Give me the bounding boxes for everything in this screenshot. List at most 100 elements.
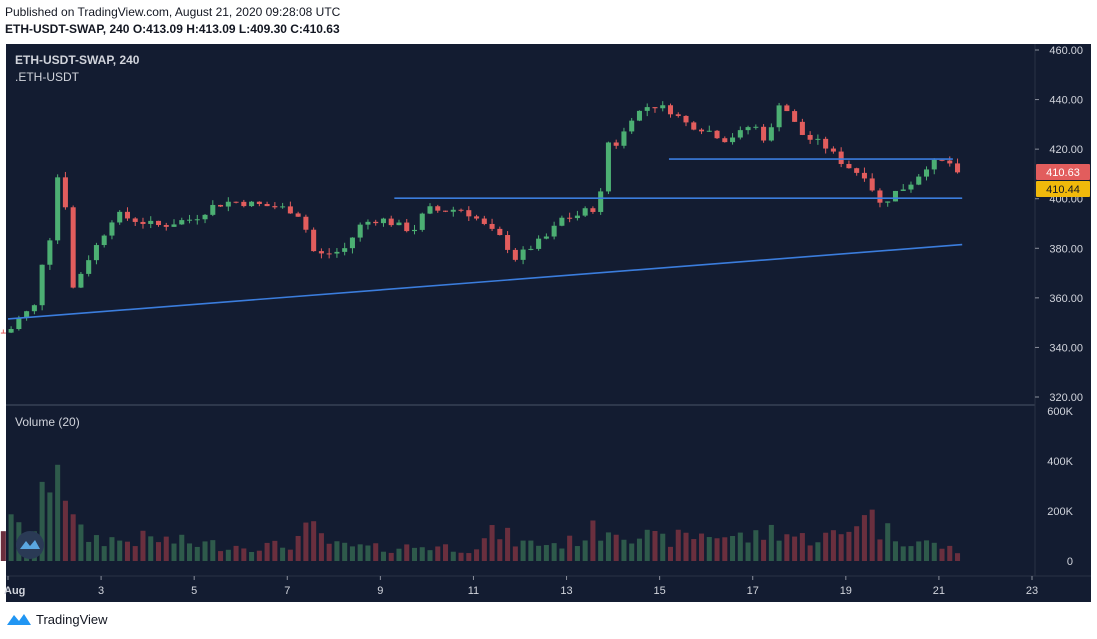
volume-bar: [249, 551, 255, 561]
candle: [598, 188, 604, 215]
volume-bar: [536, 545, 542, 561]
candle: [466, 206, 472, 221]
candle: [249, 200, 255, 207]
volume-bar: [435, 546, 441, 561]
candle: [404, 218, 410, 233]
volume-bar: [939, 548, 945, 561]
volume-bar: [776, 540, 782, 561]
volume-bar: [349, 546, 355, 561]
ohlc-values: O:413.09 H:413.09 L:409.30 C:410.63: [132, 22, 340, 36]
candle: [582, 206, 588, 217]
volume-bar: [187, 543, 193, 561]
volume-bar: [318, 533, 324, 561]
volume-bar: [450, 551, 456, 561]
candle: [590, 206, 596, 214]
candle: [210, 200, 216, 217]
time-axis-background: [6, 576, 1091, 602]
price-tick-label: 420.00: [1049, 144, 1083, 156]
tradingview-watermark-icon: [16, 531, 44, 559]
volume-bar: [171, 543, 177, 561]
volume-bar: [590, 520, 596, 561]
candle: [39, 264, 45, 311]
trendlines[interactable]: [7, 158, 963, 320]
candle: [187, 214, 193, 224]
volume-bar: [830, 530, 836, 561]
volume-bar: [194, 546, 200, 561]
volume-bar: [124, 541, 130, 561]
candle: [47, 237, 53, 270]
candle: [885, 201, 891, 207]
candle: [667, 103, 674, 118]
time-axis[interactable]: Aug 3 5 7 9 11 13 15 17 19 21 23: [4, 576, 1038, 597]
candle: [792, 109, 798, 123]
volume-bar: [117, 540, 123, 561]
trendline[interactable]: [7, 243, 963, 320]
volume-bar: [86, 541, 92, 561]
volume-bar: [241, 548, 247, 561]
volume-bar: [675, 529, 681, 561]
volume-bar: [528, 540, 534, 561]
candle: [443, 210, 449, 213]
volume-bar: [256, 550, 262, 561]
volume-bar: [861, 515, 867, 561]
legend-source: .ETH-USDT: [15, 70, 80, 84]
candle: [947, 156, 953, 167]
candle: [70, 205, 76, 289]
tradingview-logo-icon: [7, 614, 31, 625]
candle: [497, 226, 503, 236]
volume-bar: [225, 549, 231, 561]
candle: [489, 218, 495, 231]
candle: [706, 125, 712, 132]
candle: [8, 326, 14, 334]
candle: [559, 215, 565, 227]
footer-brand[interactable]: TradingView: [6, 611, 108, 627]
time-tick-label: 13: [560, 585, 572, 597]
volume-bar: [380, 551, 386, 561]
volume-bar: [55, 464, 61, 561]
candle: [272, 202, 278, 210]
candle: [109, 220, 115, 240]
volume-bar: [667, 546, 674, 561]
volume-bar: [955, 553, 961, 561]
volume-bar: [567, 535, 573, 561]
volume-bar: [427, 550, 433, 561]
candle: [861, 167, 867, 182]
volume-bar: [411, 547, 418, 561]
candle: [140, 217, 146, 229]
candle: [551, 221, 557, 240]
candle: [931, 158, 937, 175]
candle: [155, 220, 162, 227]
volume-bar: [365, 545, 371, 561]
candle: [644, 103, 650, 117]
volume-tick-label: 200K: [1047, 506, 1073, 518]
volume-bar: [838, 534, 844, 561]
candle: [163, 222, 169, 231]
price-tick-label: 380.00: [1049, 243, 1083, 255]
candle: [505, 231, 511, 254]
volume-bar: [210, 540, 216, 561]
volume-bar: [605, 532, 611, 561]
candle: [543, 233, 549, 240]
volume-bar: [815, 542, 821, 561]
candle: [31, 304, 37, 315]
volume-bar: [101, 546, 107, 561]
volume-bar: [388, 552, 394, 561]
price-tick-label: 320.00: [1049, 392, 1083, 404]
line-price-badge: 410.44: [1036, 181, 1090, 197]
volume-bars: [0, 464, 961, 561]
volume-bar: [931, 542, 937, 561]
candle: [101, 234, 107, 248]
candle: [218, 204, 224, 207]
candle: [388, 215, 394, 227]
candle: [629, 117, 635, 134]
volume-bar: [155, 542, 162, 561]
volume-legend: Volume (20): [15, 415, 80, 429]
volume-bar: [892, 541, 898, 561]
candle: [807, 131, 813, 144]
volume-tick-label: 0: [1067, 556, 1073, 568]
candle: [660, 101, 666, 112]
volume-bar: [543, 545, 549, 561]
candle: [745, 125, 751, 135]
time-tick-label: 21: [933, 585, 945, 597]
